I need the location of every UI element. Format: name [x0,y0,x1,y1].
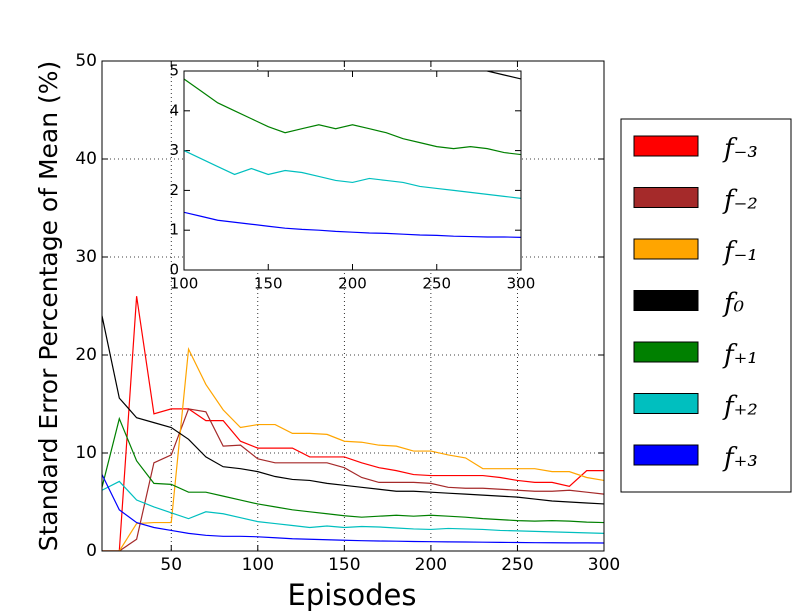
legend-swatch [633,341,699,363]
axes-frame [101,60,605,552]
x-tick-label: 250 [422,275,451,293]
series-line [184,78,521,156]
x-tick-label: 150 [328,555,360,575]
y-tick-label: 40 [75,149,97,169]
y-tick-label: 20 [75,345,97,365]
series-line [102,416,604,524]
lines [184,71,521,238]
y-tick-label: 50 [75,51,97,71]
x-tick-label: 300 [588,555,620,575]
axes-frame [183,70,522,271]
legend-swatch [633,238,699,260]
y-tick-label: 10 [75,443,97,463]
series-line [102,408,604,551]
y-tick-label: 1 [169,221,179,239]
x-tick-label: 250 [501,555,533,575]
inset-plot: 100 150 200 250 300 0 1 2 3 4 5 [169,62,536,293]
legend-swatch [633,135,699,157]
x-tick-label: 150 [254,275,283,293]
series-line [102,296,604,551]
y-tick-label: 3 [169,141,179,159]
x-tick-label: 200 [338,275,367,293]
y-tick-label: 2 [169,181,179,199]
series-line [184,149,521,199]
legend-label: f₊₃ [722,443,758,473]
legend-label: f₀ [722,289,745,319]
x-tick-label: 100 [170,275,199,293]
legend-label: f₋₁ [722,237,758,267]
series-line [102,315,604,505]
legend-label: f₊₁ [722,340,758,370]
legend-entries: f₋₃ f₋₂ f₋₁ f₀ f₊₁ f₊₂ f₊₃ [633,134,758,473]
legend-label: f₋₂ [722,186,758,216]
y-tick-label: 4 [169,101,179,119]
legend-swatch [633,444,699,466]
series-line [102,480,604,534]
x-tick-label: 50 [160,555,182,575]
legend-swatch [633,187,699,208]
x-tick-label: 100 [242,555,274,575]
y-axis-label: Standard Error Percentage of Mean (%) [34,61,63,552]
series-line [102,346,604,551]
legend-swatch [633,290,699,311]
series-line [102,474,604,544]
series-line [184,211,521,238]
y-tick-label: 5 [169,62,179,80]
lines [102,296,604,551]
y-tick-label: 0 [86,541,97,561]
x-tick-label: 300 [507,275,536,293]
legend-label: f₊₂ [722,392,758,422]
x-tick-label: 200 [415,555,447,575]
inset-background [184,71,521,270]
legend-label: f₋₃ [722,134,758,164]
y-tick-label: 0 [169,261,179,279]
y-tick-label: 30 [75,247,97,267]
x-axis-label: Episodes [288,578,417,612]
legend-swatch [633,393,699,414]
